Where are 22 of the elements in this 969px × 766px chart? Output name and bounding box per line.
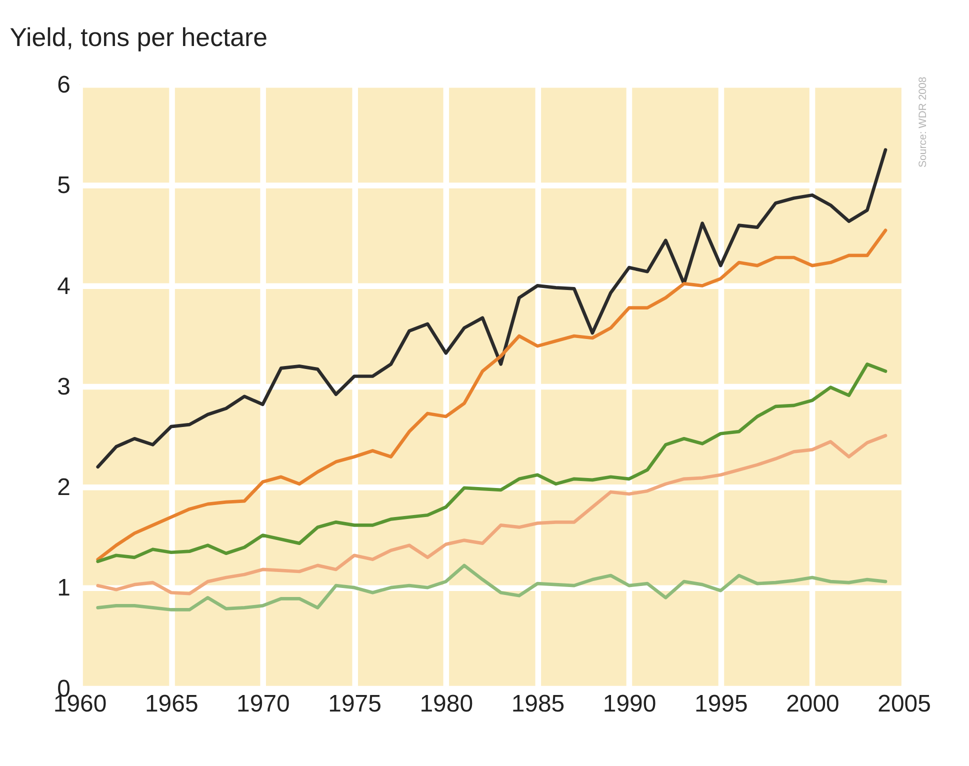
x-tick-label: 2000 bbox=[786, 690, 840, 718]
x-tick-label: 1985 bbox=[511, 690, 565, 718]
source-note: Source: WDR 2008 bbox=[916, 76, 929, 168]
y-tick-label: 3 bbox=[57, 373, 70, 400]
x-tick-label: 1970 bbox=[236, 690, 290, 718]
y-tick-label: 2 bbox=[57, 474, 70, 502]
x-tick-label: 2005 bbox=[878, 690, 931, 718]
line-series bbox=[96, 564, 888, 612]
x-tick-label: 1965 bbox=[144, 690, 198, 718]
y-axis-title: Yield, tons per hectare bbox=[10, 24, 268, 52]
y-tick-label: 4 bbox=[57, 272, 70, 300]
x-tick-label: 1995 bbox=[694, 690, 748, 718]
x-tick-label: 1990 bbox=[602, 690, 656, 718]
y-tick-label: 6 bbox=[57, 72, 70, 99]
x-tick-label: 1975 bbox=[328, 690, 382, 718]
x-tick-label: 1980 bbox=[420, 690, 474, 718]
line-series bbox=[96, 228, 888, 562]
y-tick-label: 1 bbox=[57, 574, 70, 602]
line-series bbox=[96, 362, 888, 564]
y-tick-label: 5 bbox=[57, 172, 70, 200]
line-series bbox=[96, 434, 888, 596]
line-series bbox=[96, 148, 888, 469]
